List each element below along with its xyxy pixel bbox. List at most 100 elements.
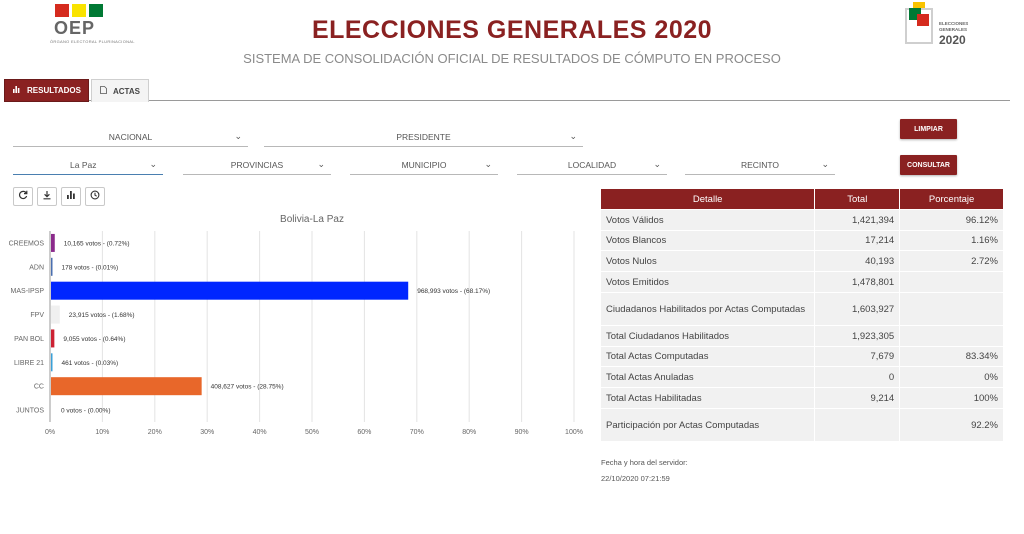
- cell-detalle: Participación por Actas Computadas: [599, 408, 816, 442]
- eleccion-select[interactable]: PRESIDENTE ⌄: [264, 127, 583, 147]
- table-header-row: Detalle Total Porcentaje: [599, 188, 1004, 210]
- municipio-select[interactable]: MUNICIPIO ⌄: [350, 155, 498, 175]
- cell-total: 1,923,305: [814, 325, 901, 347]
- bar-fpv[interactable]: [51, 305, 60, 324]
- bar-adn[interactable]: [51, 257, 53, 276]
- cell-total: 7,679: [814, 346, 901, 367]
- data-label: 461 votos - (0.03%): [62, 360, 119, 367]
- cell-detalle: Votos Válidos: [599, 209, 816, 231]
- cell-porcentaje: 92.2%: [899, 408, 1004, 442]
- eleccion-value: PRESIDENTE: [396, 131, 451, 142]
- bar-pan-bol[interactable]: [51, 329, 55, 348]
- results-table: Detalle Total Porcentaje Votos Válidos 1,…: [599, 188, 1004, 442]
- table-row: Votos Nulos 40,193 2.72%: [599, 250, 1004, 272]
- localidad-select[interactable]: LOCALIDAD ⌄: [517, 155, 667, 175]
- data-label: 23,915 votos - (1.68%): [69, 312, 135, 319]
- x-tick-label: 100%: [565, 429, 583, 436]
- consultar-button[interactable]: CONSULTAR: [900, 155, 957, 175]
- bar-cc[interactable]: [51, 377, 202, 396]
- x-tick-label: 10%: [95, 429, 109, 436]
- x-tick-label: 80%: [462, 429, 476, 436]
- logo-year: 2020: [939, 33, 966, 47]
- chevron-down-icon: ⌄: [653, 159, 661, 169]
- chevron-down-icon: ⌄: [317, 159, 325, 169]
- chevron-down-icon: ⌄: [821, 159, 829, 169]
- bar-mas-ipsp[interactable]: [51, 281, 409, 300]
- chevron-down-icon: ⌄: [569, 131, 577, 141]
- oep-logo: OEP ÓRGANO ELECTORAL PLURINACIONAL: [46, 4, 135, 48]
- x-tick-label: 30%: [200, 429, 214, 436]
- elections-2020-logo: ELECCIONES GENERALES 2020: [903, 2, 975, 47]
- departamento-select[interactable]: La Paz ⌄: [13, 155, 163, 175]
- cell-porcentaje: 96.12%: [899, 209, 1004, 231]
- cell-detalle: Total Actas Computadas: [599, 346, 816, 367]
- bar-creemos[interactable]: [51, 233, 55, 252]
- bar-libre-21[interactable]: [51, 353, 53, 372]
- cell-total: 1,603,927: [814, 292, 901, 326]
- category-label: PAN BOL: [14, 336, 44, 343]
- cell-total: 0: [814, 366, 901, 388]
- cell-detalle: Total Actas Habilitadas: [599, 387, 816, 409]
- history-button[interactable]: [85, 187, 105, 206]
- table-row: Total Actas Habilitadas 9,214 100%: [599, 387, 1004, 409]
- flag-icon: [55, 4, 116, 17]
- category-label: CREEMOS: [9, 240, 45, 247]
- table-row: Total Actas Anuladas 0 0%: [599, 366, 1004, 388]
- tab-resultados[interactable]: RESULTADOS: [4, 79, 89, 102]
- tab-resultados-label: RESULTADOS: [27, 86, 81, 95]
- chevron-down-icon: ⌄: [484, 159, 492, 169]
- localidad-value: LOCALIDAD: [567, 159, 617, 170]
- table-row: Total Ciudadanos Habilitados 1,923,305: [599, 325, 1004, 347]
- cell-total: 40,193: [814, 250, 901, 272]
- cell-porcentaje: [899, 292, 1004, 326]
- server-time-value: 22/10/2020 07:21:59: [601, 474, 670, 483]
- page-subtitle: SISTEMA DE CONSOLIDACIÓN OFICIAL DE RESU…: [243, 51, 781, 66]
- logo-line2: GENERALES: [939, 27, 968, 32]
- download-button[interactable]: [37, 187, 57, 206]
- category-label: CC: [34, 384, 44, 391]
- x-tick-label: 20%: [148, 429, 162, 436]
- chart-title: Bolivia-La Paz: [280, 214, 344, 225]
- limpiar-button[interactable]: LIMPIAR: [900, 119, 957, 139]
- tab-bar: RESULTADOS ACTAS: [4, 79, 1010, 102]
- cell-porcentaje: 0%: [899, 366, 1004, 388]
- header-porcentaje: Porcentaje: [899, 188, 1004, 210]
- category-label: ADN: [29, 264, 44, 271]
- table-row: Participación por Actas Computadas 92.2%: [599, 408, 1004, 442]
- provincia-select[interactable]: PROVINCIAS ⌄: [183, 155, 331, 175]
- category-label: MAS-IPSP: [11, 288, 45, 295]
- chevron-down-icon: ⌄: [149, 159, 157, 169]
- table-row: Votos Emitidos 1,478,801: [599, 271, 1004, 293]
- header-total: Total: [814, 188, 901, 210]
- tab-actas[interactable]: ACTAS: [91, 79, 149, 102]
- x-tick-label: 40%: [253, 429, 267, 436]
- data-label: 10,165 votos - (0.72%): [64, 240, 130, 247]
- category-label: JUNTOS: [16, 408, 44, 415]
- refresh-button[interactable]: [13, 187, 33, 206]
- oep-logo-text: OEP: [54, 18, 96, 38]
- x-tick-label: 90%: [515, 429, 529, 436]
- oep-logo-org: ÓRGANO ELECTORAL PLURINACIONAL: [50, 39, 135, 44]
- header-detalle: Detalle: [599, 188, 816, 210]
- results-bar-chart: Bolivia-La Paz CREEMOS 10,165 votos - (0.…: [9, 214, 583, 436]
- x-tick-label: 0%: [45, 429, 55, 436]
- bar-chart-icon: [13, 86, 21, 95]
- data-label: 178 votos - (0.01%): [62, 264, 119, 271]
- cell-detalle: Votos Nulos: [599, 250, 816, 272]
- cell-porcentaje: [899, 325, 1004, 347]
- departamento-value: La Paz: [70, 159, 97, 170]
- table-row: Votos Blancos 17,214 1.16%: [599, 230, 1004, 251]
- cell-total: 17,214: [814, 230, 901, 251]
- table-row: Total Actas Computadas 7,679 83.34%: [599, 346, 1004, 367]
- chart-type-button[interactable]: [61, 187, 81, 206]
- data-label: 408,627 votos - (28.75%): [211, 384, 284, 391]
- bar-chart-icon: [66, 190, 76, 203]
- ambito-select[interactable]: NACIONAL ⌄: [13, 127, 248, 147]
- table-row: Votos Válidos 1,421,394 96.12%: [599, 209, 1004, 231]
- download-icon: [42, 190, 52, 203]
- chevron-down-icon: ⌄: [234, 131, 242, 141]
- ambito-value: NACIONAL: [108, 131, 153, 142]
- cell-total: [814, 408, 901, 442]
- recinto-select[interactable]: RECINTO ⌄: [685, 155, 835, 175]
- document-icon: [100, 86, 107, 96]
